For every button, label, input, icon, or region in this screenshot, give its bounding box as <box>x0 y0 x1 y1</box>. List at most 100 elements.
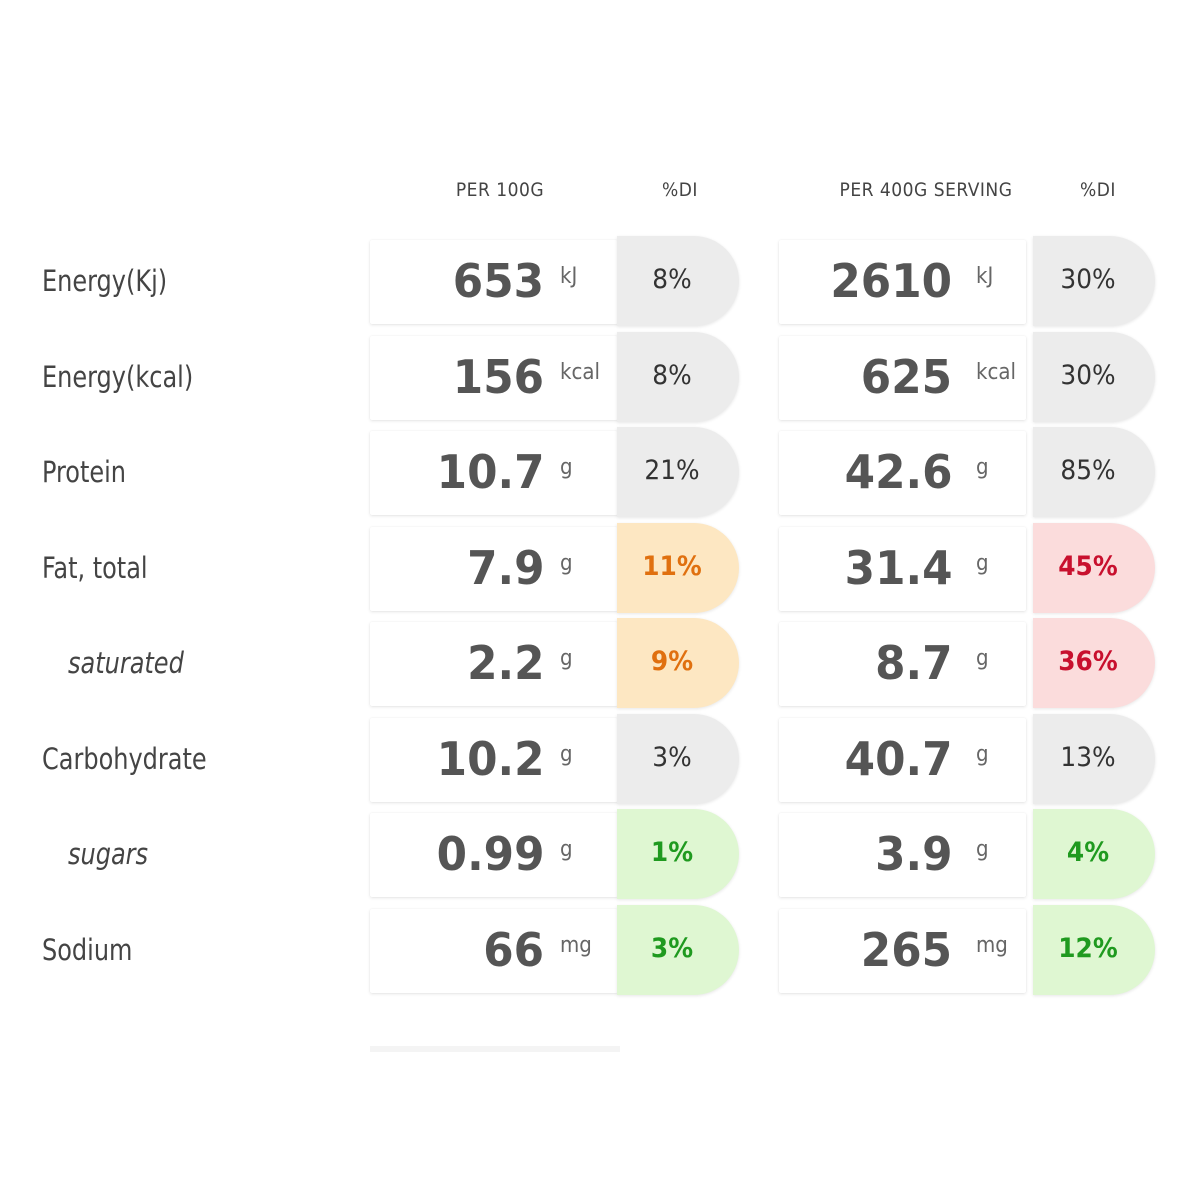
value-per-100g-box: 10.7 g <box>370 431 618 515</box>
value-per-100g-box: 156 kcal <box>370 335 618 420</box>
value-per-serving: 8.7 <box>874 636 952 690</box>
value-per-serving-box: 265 mg <box>779 908 1026 993</box>
value-per-100g-box: 10.2 g <box>370 717 618 802</box>
nutrient-label: Protein <box>42 455 127 489</box>
unit-per-100g: g <box>560 550 573 576</box>
di-per-100g-pill: 8% <box>617 331 739 422</box>
di-per-serving-pill: 30% <box>1033 236 1155 326</box>
nutrient-row: sugars 0.99 g 1% 3.9 g 4% <box>0 809 1200 904</box>
value-per-serving-box: 40.7 g <box>779 717 1026 802</box>
unit-per-serving: g <box>976 837 989 862</box>
di-per-serving-value: 30% <box>1060 264 1116 295</box>
value-per-serving-box: 42.6 g <box>779 431 1026 515</box>
table-bottom-shadow <box>370 1046 620 1052</box>
di-per-serving-value: 4% <box>1066 837 1110 868</box>
value-per-100g-box: 0.99 g <box>370 813 618 897</box>
value-per-serving: 3.9 <box>874 827 952 881</box>
value-per-serving: 2610 <box>830 254 952 308</box>
nutrient-label: Energy(kcal) <box>42 359 194 394</box>
unit-per-serving: g <box>976 741 989 767</box>
unit-per-serving: g <box>976 455 989 480</box>
unit-per-serving: kJ <box>976 264 994 289</box>
value-per-serving: 625 <box>860 349 952 404</box>
value-per-serving-box: 625 kcal <box>779 335 1026 420</box>
nutrient-row: Energy(kcal) 156 kcal 8% 625 kcal 30% <box>0 331 1200 427</box>
di-per-100g-value: 9% <box>650 646 694 677</box>
value-per-serving: 265 <box>860 922 952 977</box>
value-per-serving-box: 31.4 g <box>779 526 1026 611</box>
di-per-serving-value: 12% <box>1058 932 1118 964</box>
di-per-100g-value: 3% <box>652 741 692 773</box>
di-per-serving-value: 85% <box>1060 455 1116 486</box>
column-header-per-serving: PER 400G SERVING <box>839 179 1013 201</box>
value-per-100g-box: 66 mg <box>370 908 618 993</box>
value-per-100g: 7.9 <box>466 540 544 595</box>
di-per-100g-value: 3% <box>650 932 694 964</box>
value-per-100g: 2.2 <box>466 636 544 690</box>
di-per-serving-pill: 45% <box>1033 522 1155 613</box>
di-per-serving-value: 13% <box>1060 741 1116 773</box>
nutrient-row: Sodium 66 mg 3% 265 mg 12% <box>0 904 1200 1000</box>
di-per-serving-pill: 13% <box>1033 713 1155 804</box>
di-per-100g-pill: 11% <box>617 522 739 613</box>
di-per-serving-value: 36% <box>1058 646 1118 677</box>
value-per-serving: 42.6 <box>844 445 952 499</box>
unit-per-serving: g <box>976 646 989 671</box>
unit-per-100g: kJ <box>560 264 578 289</box>
unit-per-serving: g <box>976 550 989 576</box>
value-per-serving-box: 8.7 g <box>779 622 1026 706</box>
value-per-100g: 66 <box>483 922 544 977</box>
unit-per-serving: kcal <box>976 359 1016 385</box>
di-per-100g-value: 21% <box>644 455 700 486</box>
nutrient-row: Energy(Kj) 653 kJ 8% 2610 kJ 30% <box>0 236 1200 331</box>
value-per-100g: 653 <box>452 254 544 308</box>
nutrient-label: Fat, total <box>42 550 148 585</box>
di-per-100g-pill: 9% <box>617 618 739 708</box>
unit-per-100g: g <box>560 646 573 671</box>
unit-per-100g: g <box>560 837 573 862</box>
nutrient-label: sugars <box>68 837 149 871</box>
di-per-serving-value: 30% <box>1060 359 1116 391</box>
value-per-100g-box: 653 kJ <box>370 240 618 324</box>
di-per-serving-pill: 36% <box>1033 618 1155 708</box>
di-per-100g-pill: 8% <box>617 236 739 326</box>
unit-per-100g: mg <box>560 932 592 958</box>
unit-per-100g: g <box>560 741 573 767</box>
di-per-100g-value: 11% <box>642 550 702 582</box>
value-per-100g: 10.2 <box>436 731 544 786</box>
nutrient-row: Protein 10.7 g 21% 42.6 g 85% <box>0 427 1200 522</box>
value-per-serving-box: 2610 kJ <box>779 240 1026 324</box>
di-per-100g-pill: 3% <box>617 904 739 995</box>
nutrient-label: saturated <box>68 646 184 680</box>
column-header-di-100g: %DI <box>662 179 698 201</box>
value-per-100g: 0.99 <box>436 827 544 881</box>
nutrient-row: saturated 2.2 g 9% 8.7 g 36% <box>0 618 1200 713</box>
value-per-serving: 31.4 <box>844 540 952 595</box>
di-per-100g-pill: 21% <box>617 427 739 517</box>
nutrient-label: Carbohydrate <box>42 741 207 776</box>
value-per-100g-box: 2.2 g <box>370 622 618 706</box>
nutrient-row: Carbohydrate 10.2 g 3% 40.7 g 13% <box>0 713 1200 809</box>
di-per-serving-pill: 12% <box>1033 904 1155 995</box>
di-per-serving-pill: 4% <box>1033 809 1155 899</box>
unit-per-100g: kcal <box>560 359 600 385</box>
di-per-100g-value: 8% <box>652 264 692 295</box>
di-per-100g-pill: 1% <box>617 809 739 899</box>
value-per-serving: 40.7 <box>844 731 952 786</box>
di-per-serving-pill: 30% <box>1033 331 1155 422</box>
value-per-100g-box: 7.9 g <box>370 526 618 611</box>
nutrient-label: Sodium <box>42 932 133 967</box>
di-per-100g-value: 1% <box>650 837 694 868</box>
value-per-100g: 156 <box>452 349 544 404</box>
nutrient-label: Energy(Kj) <box>42 264 168 298</box>
di-per-100g-pill: 3% <box>617 713 739 804</box>
column-header-per-100g: PER 100G <box>455 179 545 201</box>
di-per-serving-value: 45% <box>1058 550 1118 582</box>
nutrient-row: Fat, total 7.9 g 11% 31.4 g 45% <box>0 522 1200 618</box>
column-header-di-serving: %DI <box>1080 179 1116 201</box>
unit-per-100g: g <box>560 455 573 480</box>
di-per-serving-pill: 85% <box>1033 427 1155 517</box>
unit-per-serving: mg <box>976 932 1008 958</box>
di-per-100g-value: 8% <box>652 359 692 391</box>
value-per-serving-box: 3.9 g <box>779 813 1026 897</box>
